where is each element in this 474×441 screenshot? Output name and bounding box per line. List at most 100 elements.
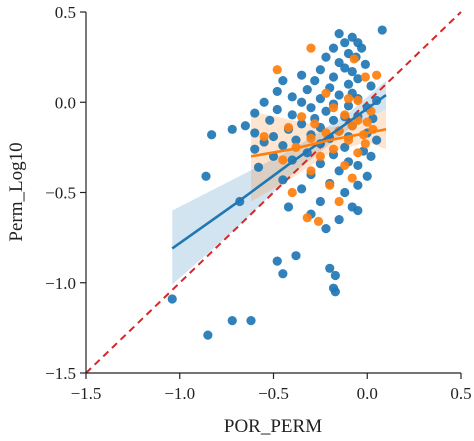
point-series-2-22 [259,131,269,142]
regression-line-1 [171,93,387,250]
y-tick-label: 0.5 [55,3,76,22]
y-tick-label: −1.0 [45,274,76,293]
point-series-2-5 [360,72,370,82]
point-series-1-19 [278,75,288,86]
point-series-1-18 [353,74,363,84]
point-series-2-9 [328,103,339,113]
point-series-1-6 [328,43,339,53]
x-tick-label: 0.5 [450,384,471,403]
point-series-1-72 [366,151,376,161]
y-tick-label: −1.5 [45,364,76,383]
point-series-1-22 [366,81,376,91]
point-series-1-98 [278,269,288,279]
point-series-1-85 [340,187,350,198]
point-series-1-15 [347,66,357,77]
point-series-1-66 [340,142,350,152]
point-series-2-15 [310,119,320,129]
point-series-2-17 [283,122,294,133]
point-series-1-104 [227,316,237,326]
point-series-1-36 [306,103,316,113]
point-series-2-38 [313,216,324,226]
point-series-1-13 [340,63,350,73]
point-series-2-37 [302,213,312,223]
point-series-1-35 [343,101,354,111]
point-series-1-80 [362,171,372,181]
point-series-1-67 [250,144,260,154]
identity-reference-line [85,11,462,374]
point-series-1-102 [330,287,340,297]
y-tick-label: −0.5 [45,184,76,203]
point-series-1-106 [203,330,213,340]
point-series-1-55 [250,128,260,138]
x-axis-title: POR_PERM [224,416,322,437]
point-series-1-100 [330,270,340,281]
point-series-1-88 [283,202,294,212]
point-series-1-93 [353,205,363,216]
point-series-2-3 [272,65,282,75]
point-series-2-23 [306,133,316,143]
fit-lines-layer [171,93,387,250]
point-series-1-40 [250,108,260,118]
point-series-2-33 [347,173,357,183]
point-series-2-36 [334,196,344,207]
point-series-1-12 [360,59,370,69]
point-series-2-27 [328,144,339,154]
point-series-1-105 [246,316,256,326]
point-series-2-12 [297,112,307,122]
point-series-1-61 [291,135,301,145]
point-series-2-7 [343,94,354,104]
point-series-1-65 [278,140,288,151]
point-series-2-35 [287,187,297,198]
point-series-1-96 [291,251,301,261]
point-series-1-16 [297,70,307,80]
x-tick-label: −1.5 [71,384,102,403]
point-series-1-58 [268,131,279,142]
point-series-2-28 [353,148,363,158]
point-series-1-84 [297,184,307,194]
point-series-2-2 [349,54,359,64]
point-series-1-7 [357,43,367,53]
point-series-2-32 [306,166,316,176]
point-series-1-52 [227,124,237,134]
point-series-1-49 [240,121,250,131]
point-series-2-11 [340,110,350,120]
point-series-1-39 [321,106,331,116]
point-series-1-20 [310,75,320,86]
point-series-1-62 [372,135,382,145]
point-series-1-25 [272,86,282,97]
point-series-2-30 [278,155,288,165]
x-tick-label: 0.0 [357,384,378,403]
point-series-1-99 [325,263,335,273]
point-series-1-48 [297,119,307,129]
point-series-1-94 [207,130,217,140]
confidence-band-1 [172,80,386,285]
point-series-1-28 [287,92,297,102]
point-series-2-6 [321,88,331,98]
point-series-2-14 [362,117,372,127]
point-series-1-87 [315,196,325,207]
point-series-1-2 [334,29,344,39]
point-series-1-83 [353,180,363,190]
point-series-1-17 [328,72,339,82]
point-series-1-77 [253,162,264,172]
point-series-2-25 [360,139,370,149]
x-tick-label: −1.0 [164,384,195,403]
point-series-1-41 [287,110,297,120]
point-series-1-32 [259,97,269,107]
point-series-1-21 [343,79,354,89]
reference-line-layer [85,11,462,374]
point-series-1-95 [201,171,211,181]
point-series-2-31 [340,160,350,171]
point-series-1-4 [340,38,350,48]
point-series-2-16 [347,121,357,131]
point-series-1-81 [278,175,288,185]
point-series-1-91 [334,214,344,225]
point-series-2-8 [353,95,363,106]
y-tick-label: 0.0 [55,93,76,112]
point-series-2-29 [315,151,325,161]
point-series-1-75 [315,159,325,169]
x-tick-label: −0.5 [258,384,289,403]
point-series-1-92 [321,224,331,234]
